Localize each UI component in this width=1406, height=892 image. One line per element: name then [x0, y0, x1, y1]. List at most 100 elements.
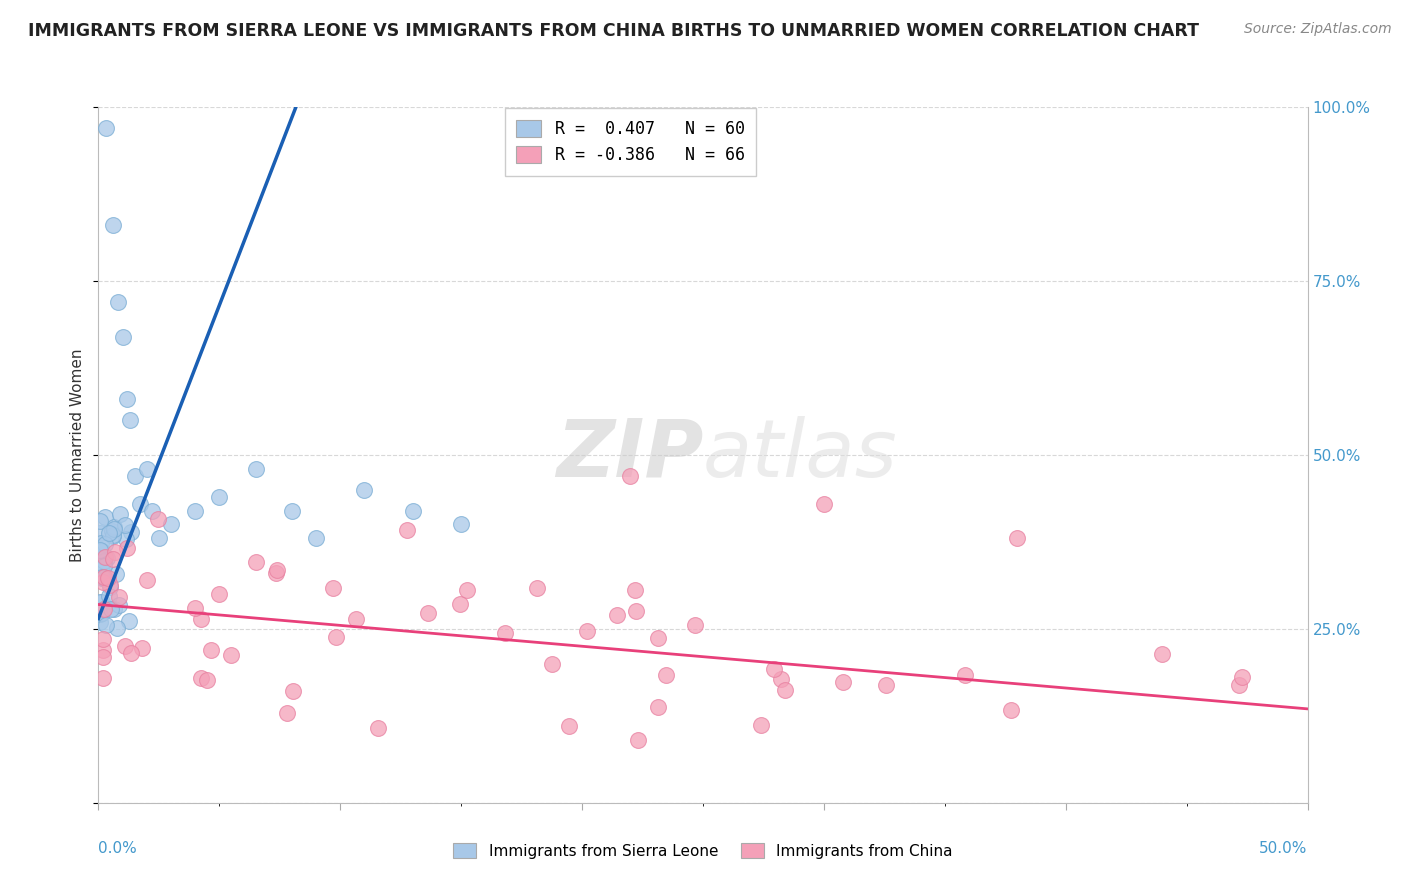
Point: [619, 468, 641, 483]
Point: [190, 671, 212, 685]
Point: [266, 563, 288, 577]
Point: [91, 571, 114, 585]
Point: [184, 601, 207, 615]
Point: [124, 468, 146, 483]
Point: [91, 574, 114, 589]
Point: [107, 294, 129, 309]
Point: [416, 606, 439, 620]
Point: [98, 580, 121, 594]
Point: [93, 558, 115, 573]
Point: [325, 630, 347, 644]
Point: [813, 497, 835, 511]
Point: [606, 608, 628, 623]
Point: [114, 640, 136, 654]
Text: 50.0%: 50.0%: [1260, 841, 1308, 856]
Point: [105, 621, 128, 635]
Point: [208, 587, 231, 601]
Point: [1000, 702, 1022, 716]
Point: [647, 631, 669, 645]
Point: [141, 503, 163, 517]
Point: [91, 594, 114, 608]
Point: [89, 615, 111, 630]
Point: [103, 522, 125, 536]
Text: ZIP: ZIP: [555, 416, 703, 494]
Point: [1152, 647, 1174, 661]
Point: [456, 582, 478, 597]
Point: [89, 607, 111, 621]
Point: [627, 732, 650, 747]
Point: [101, 527, 124, 541]
Point: [91, 544, 114, 558]
Point: [683, 618, 706, 632]
Point: [90, 606, 112, 620]
Point: [322, 582, 344, 596]
Point: [955, 668, 977, 682]
Point: [449, 597, 471, 611]
Text: Source: ZipAtlas.com: Source: ZipAtlas.com: [1244, 22, 1392, 37]
Point: [93, 602, 115, 616]
Point: [208, 490, 231, 504]
Point: [148, 532, 170, 546]
Point: [93, 549, 115, 564]
Point: [93, 537, 115, 551]
Text: atlas: atlas: [703, 416, 898, 494]
Point: [93, 569, 115, 583]
Point: [118, 413, 141, 427]
Point: [114, 518, 136, 533]
Point: [540, 657, 562, 671]
Point: [148, 512, 170, 526]
Point: [104, 544, 127, 558]
Point: [1230, 670, 1253, 684]
Point: [103, 602, 125, 616]
Point: [245, 462, 267, 476]
Point: [100, 602, 122, 616]
Point: [97, 526, 120, 541]
Point: [94, 618, 117, 632]
Point: [115, 532, 138, 546]
Point: [1227, 678, 1250, 692]
Point: [94, 510, 117, 524]
Point: [135, 573, 157, 587]
Point: [108, 507, 131, 521]
Point: [93, 602, 115, 616]
Point: [94, 120, 117, 135]
Text: 0.0%: 0.0%: [98, 841, 138, 856]
Point: [93, 572, 115, 586]
Point: [281, 684, 304, 698]
Point: [264, 566, 287, 580]
Point: [98, 590, 121, 604]
Point: [100, 578, 122, 592]
Point: [281, 503, 304, 517]
Point: [344, 612, 367, 626]
Point: [96, 550, 118, 565]
Legend: Immigrants from Sierra Leone, Immigrants from China: Immigrants from Sierra Leone, Immigrants…: [447, 837, 959, 864]
Point: [117, 614, 139, 628]
Point: [875, 678, 897, 692]
Point: [367, 721, 389, 735]
Point: [494, 625, 516, 640]
Point: [135, 462, 157, 476]
Point: [101, 552, 124, 566]
Point: [160, 517, 183, 532]
Point: [276, 706, 298, 721]
Point: [624, 604, 647, 618]
Point: [190, 612, 212, 626]
Point: [117, 541, 139, 556]
Point: [97, 571, 120, 585]
Point: [128, 497, 150, 511]
Point: [101, 529, 124, 543]
Point: [120, 646, 142, 660]
Point: [89, 595, 111, 609]
Point: [450, 517, 472, 532]
Point: [305, 532, 328, 546]
Point: [103, 520, 125, 534]
Point: [195, 673, 218, 688]
Point: [111, 329, 134, 343]
Point: [90, 569, 112, 583]
Point: [647, 699, 669, 714]
Point: [117, 392, 139, 407]
Point: [396, 523, 419, 537]
Point: [89, 525, 111, 540]
Point: [105, 567, 128, 582]
Point: [624, 582, 647, 597]
